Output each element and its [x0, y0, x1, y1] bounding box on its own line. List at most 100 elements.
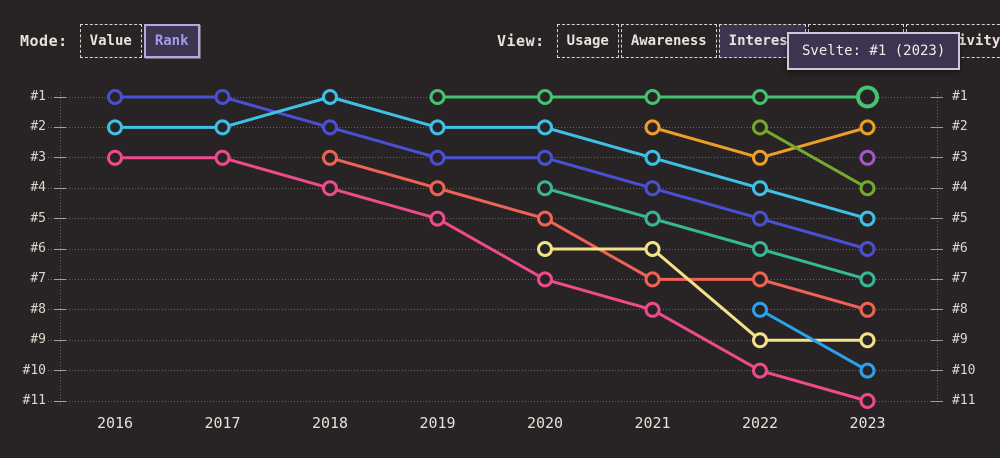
axis-tick-left — [54, 278, 66, 280]
view-option-usage[interactable]: Usage — [556, 24, 619, 58]
data-point-pink-line-2023[interactable] — [859, 393, 876, 409]
data-point-salmon-line-2019[interactable] — [429, 180, 446, 197]
data-point-orange-line-2021[interactable] — [644, 119, 661, 136]
year-label: 2022 — [741, 414, 779, 432]
year-label: 2016 — [96, 414, 134, 432]
mode-label: Mode: — [20, 32, 68, 50]
gridline — [48, 96, 936, 98]
data-point-cyan-line-2018[interactable] — [322, 89, 338, 105]
data-point-teal-line-2021[interactable] — [644, 210, 661, 227]
data-point-svelte-2023[interactable] — [856, 85, 879, 109]
mode-option-value[interactable]: Value — [79, 24, 142, 58]
gridline — [48, 187, 936, 189]
year-label: 2018 — [311, 414, 349, 432]
axis-tick-right — [931, 248, 943, 250]
rank-axis-label-left: #11 — [22, 393, 46, 408]
rank-axis-label-right: #8 — [952, 301, 968, 317]
data-point-teal-line-2020[interactable] — [537, 180, 553, 197]
gridline — [48, 157, 936, 159]
data-point-pink-line-2019[interactable] — [429, 210, 446, 227]
axis-tick-left — [54, 370, 66, 372]
data-point-salmon-line-2022[interactable] — [752, 271, 768, 288]
data-point-salmon-line-2018[interactable] — [322, 149, 338, 166]
mode-option-rank[interactable]: Rank — [143, 24, 200, 58]
data-point-blue-line-2022[interactable] — [752, 210, 768, 227]
series-line-yellow-line — [543, 247, 869, 342]
axis-tick-left — [54, 400, 66, 402]
data-point-yellow-line-2020[interactable] — [537, 241, 553, 257]
year-label: 2023 — [849, 414, 886, 432]
data-point-blue-line-2017[interactable] — [214, 89, 231, 105]
rank-axis-label-right: #4 — [952, 180, 968, 196]
data-point-cyan-line-2021[interactable] — [644, 149, 661, 166]
rank-axis-label-left: #2 — [30, 119, 46, 135]
rank-axis-label-right: #1 — [952, 89, 968, 104]
data-point-svelte-2019[interactable] — [429, 89, 446, 105]
rank-axis-label-left: #8 — [30, 301, 46, 317]
data-point-pink-line-2016[interactable] — [107, 149, 123, 166]
gridline — [48, 400, 936, 402]
rank-axis-label-right: #2 — [952, 119, 968, 135]
year-label: 2019 — [419, 414, 456, 432]
data-point-cyan-line-2019[interactable] — [429, 119, 446, 136]
data-point-svelte-2021[interactable] — [644, 89, 661, 105]
axis-tick-right — [931, 126, 943, 128]
rank-axis-label-left: #7 — [30, 271, 46, 287]
rank-axis-label-left: #10 — [22, 362, 46, 378]
rank-axis-label-left: #6 — [30, 241, 46, 256]
data-point-pink-line-2021[interactable] — [644, 301, 661, 318]
data-point-blue-line-2018[interactable] — [322, 119, 338, 136]
data-point-blue-line-2019[interactable] — [429, 149, 446, 166]
data-point-teal-line-2023[interactable] — [859, 271, 876, 288]
rank-axis-label-right: #9 — [952, 332, 968, 348]
data-point-cyan-line-2023[interactable] — [859, 210, 876, 227]
data-point-cyan-line-2020[interactable] — [537, 119, 553, 136]
data-point-teal-line-2022[interactable] — [752, 241, 768, 257]
axis-tick-right — [931, 370, 943, 372]
data-point-lime-line-2023[interactable] — [859, 180, 876, 197]
rank-axis-label-right: #11 — [952, 393, 976, 408]
data-point-yellow-line-2023[interactable] — [859, 332, 876, 349]
rank-axis-label-right: #5 — [952, 210, 968, 226]
data-point-salmon-line-2023[interactable] — [859, 301, 876, 318]
rank-axis-label-right: #3 — [952, 149, 968, 165]
gridline — [48, 339, 936, 341]
data-point-orange-line-2023[interactable] — [859, 119, 876, 136]
data-point-svelte-2020[interactable] — [537, 89, 553, 105]
data-point-salmon-line-2020[interactable] — [537, 210, 553, 227]
axis-tick-right — [931, 339, 943, 341]
view-option-awareness[interactable]: Awareness — [620, 24, 717, 58]
data-point-pink-line-2020[interactable] — [537, 271, 553, 288]
data-point-pink-line-2022[interactable] — [752, 362, 768, 379]
data-point-blue-line-2016[interactable] — [107, 89, 123, 105]
data-point-yellow-line-2022[interactable] — [752, 332, 768, 349]
data-point-sky-line-2022[interactable] — [752, 301, 768, 318]
data-point-cyan-line-2022[interactable] — [752, 180, 768, 197]
year-label: 2020 — [526, 414, 564, 432]
data-point-cyan-line-2017[interactable] — [214, 119, 231, 136]
data-point-salmon-line-2021[interactable] — [644, 271, 661, 288]
data-point-orange-line-2022[interactable] — [752, 149, 768, 166]
year-label: 2017 — [204, 414, 241, 432]
year-label: 2021 — [634, 414, 671, 432]
data-point-cyan-line-2016[interactable] — [107, 119, 123, 136]
axis-line-right — [937, 92, 938, 406]
axis-tick-left — [54, 339, 66, 341]
data-point-pink-line-2018[interactable] — [322, 180, 338, 197]
data-point-blue-line-2023[interactable] — [859, 241, 876, 257]
data-point-purple-line-2023[interactable] — [859, 149, 876, 166]
data-point-yellow-line-2021[interactable] — [644, 241, 661, 257]
data-point-pink-line-2017[interactable] — [214, 149, 231, 166]
data-point-blue-line-2021[interactable] — [644, 180, 661, 197]
rank-axis-label-left: #3 — [30, 149, 46, 165]
rank-axis-label-left: #4 — [30, 180, 46, 196]
data-point-lime-line-2022[interactable] — [752, 119, 768, 136]
data-point-blue-line-2020[interactable] — [537, 149, 553, 166]
data-point-svelte-2022[interactable] — [752, 89, 768, 105]
data-point-sky-line-2023[interactable] — [859, 362, 876, 379]
series-line-salmon-line — [328, 156, 869, 312]
gridline — [48, 248, 936, 250]
axis-tick-left — [54, 248, 66, 250]
rank-axis-label-left: #9 — [30, 332, 46, 348]
